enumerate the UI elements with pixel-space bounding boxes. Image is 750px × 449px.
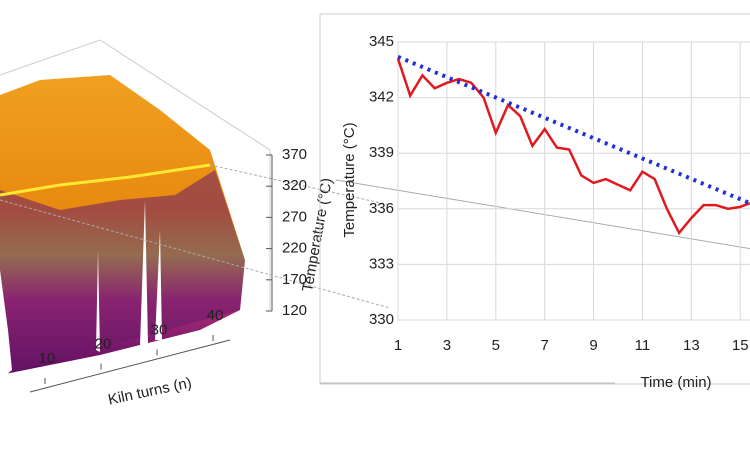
x-tick-label: 20 bbox=[95, 336, 112, 353]
x-tick-label: 40 bbox=[207, 307, 224, 324]
connector bbox=[0, 199, 391, 309]
x-tick-label: 15 bbox=[732, 337, 749, 354]
spike bbox=[96, 250, 100, 352]
y-axis-label: Temperature (°C) bbox=[341, 122, 358, 237]
y-tick-label: 339 bbox=[369, 144, 394, 161]
connector bbox=[209, 164, 391, 206]
highlight-line bbox=[0, 163, 211, 197]
z-tick-label: 170 bbox=[282, 271, 307, 288]
z-tick-label: 320 bbox=[282, 177, 307, 194]
y-tick-label: 336 bbox=[369, 200, 394, 217]
z-tick-label: 120 bbox=[282, 302, 307, 319]
x-tick-label: 11 bbox=[635, 337, 651, 354]
spike bbox=[155, 230, 162, 340]
y-tick-label: 333 bbox=[369, 255, 394, 272]
x-tick-label: 3 bbox=[443, 337, 451, 354]
z-tick-label: 270 bbox=[282, 208, 307, 225]
y-tick-label: 342 bbox=[369, 89, 394, 106]
plot-area bbox=[397, 41, 750, 321]
line-series bbox=[396, 58, 750, 236]
x-axis-label: Kiln turns (n) bbox=[107, 374, 194, 408]
spike bbox=[0, 270, 12, 380]
x-tick-label: 1 bbox=[394, 337, 402, 354]
x-tick-label: 9 bbox=[589, 337, 597, 354]
y-tick-label: 345 bbox=[369, 33, 394, 50]
back-wall bbox=[0, 39, 271, 310]
x-tick-label: 13 bbox=[683, 337, 700, 354]
x-axis-label: Time (min) bbox=[640, 374, 711, 391]
z-tick-label: 220 bbox=[282, 240, 307, 257]
x-tick-label: 30 bbox=[151, 321, 168, 338]
y-tick-label: 330 bbox=[369, 311, 394, 328]
x-tick-label: 7 bbox=[540, 337, 548, 354]
z-tick-label: 370 bbox=[282, 146, 307, 163]
surface-shade bbox=[0, 170, 245, 375]
spike bbox=[140, 200, 148, 345]
x-axis bbox=[29, 339, 231, 393]
x-tick-label: 10 bbox=[39, 350, 56, 367]
x-tick-label: 5 bbox=[492, 337, 500, 354]
panel-frame bbox=[319, 13, 750, 385]
